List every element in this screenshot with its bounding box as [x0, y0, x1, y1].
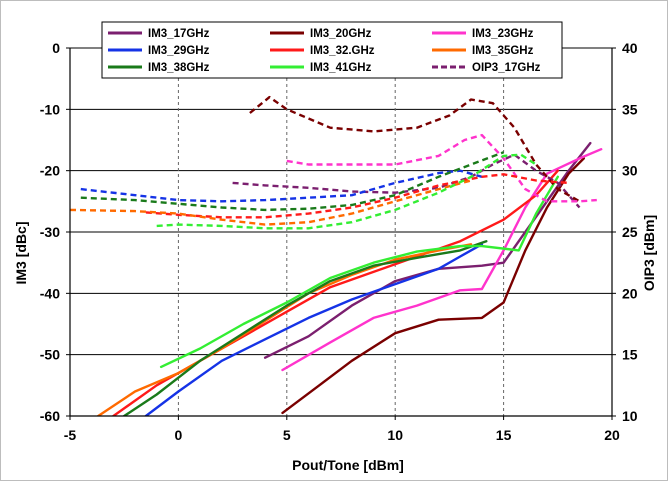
series-line — [123, 240, 488, 416]
legend-label: IM3_32.GHz — [310, 45, 375, 57]
y2-tick-label: 25 — [622, 224, 638, 240]
y-tick-label: -30 — [40, 224, 60, 240]
series-line — [159, 175, 559, 369]
legend-box — [101, 21, 563, 79]
series-line — [263, 141, 592, 359]
legend-label: IM3_29GHz — [148, 45, 210, 57]
series-line — [80, 169, 483, 203]
y2-tick-label: 10 — [622, 408, 638, 424]
axes — [66, 47, 616, 420]
series-line — [80, 151, 505, 212]
series-line — [281, 157, 585, 415]
y2-tick-label: 20 — [622, 285, 638, 301]
y-axis-title: IM3 [dBc] — [13, 222, 29, 285]
y2-tick-label: 30 — [622, 163, 638, 179]
legend-label: IM3_23GHz — [472, 28, 534, 40]
series-line — [286, 133, 597, 203]
legend-label: IM3_35GHz — [472, 45, 534, 57]
series-line — [144, 243, 484, 416]
series-layer — [70, 95, 603, 416]
y2-tick-label: 35 — [622, 101, 638, 117]
legend-label: IM3_38GHz — [148, 62, 210, 74]
y2-axis-title: OIP3 [dBm] — [641, 215, 657, 291]
series-line — [97, 243, 473, 416]
x-tick-label: 15 — [496, 427, 512, 443]
y-tick-label: -60 — [40, 408, 60, 424]
legend-label: OIP3_17GHz — [472, 62, 541, 74]
tick-labels: 0-10-20-30-40-50-60-5 0 5 10 15 2040353025201… — [40, 40, 638, 443]
legend-label: IM3_17GHz — [148, 28, 210, 40]
y-tick-label: -50 — [40, 347, 60, 363]
series-line — [249, 95, 581, 203]
y-tick-label: -10 — [40, 101, 60, 117]
y2-tick-label: 15 — [622, 347, 638, 363]
series-line — [156, 153, 537, 230]
y-tick-label: -40 — [40, 285, 60, 301]
series-line — [281, 148, 603, 372]
x-tick-label: -5 — [64, 427, 77, 443]
x-axis-title: Pout/Tone [dBm] — [292, 457, 404, 473]
x-tick-label: 0 — [175, 427, 183, 443]
x-tick-label: 5 — [283, 427, 291, 443]
series-line — [70, 179, 472, 226]
grid-lines — [70, 47, 612, 416]
y-tick-label: -20 — [40, 163, 60, 179]
legend: IM3_17GHz IM3_20GHz IM3_23GHz IM3_29GHz IM3_… — [101, 21, 563, 79]
y-tick-label: 0 — [52, 40, 60, 56]
legend-label: IM3_20GHz — [310, 28, 372, 40]
series-line — [145, 173, 569, 219]
y2-tick-label: 40 — [622, 40, 638, 56]
x-tick-label: 10 — [387, 427, 403, 443]
x-tick-label: 20 — [604, 427, 620, 443]
legend-label: IM3_41GHz — [310, 62, 372, 74]
